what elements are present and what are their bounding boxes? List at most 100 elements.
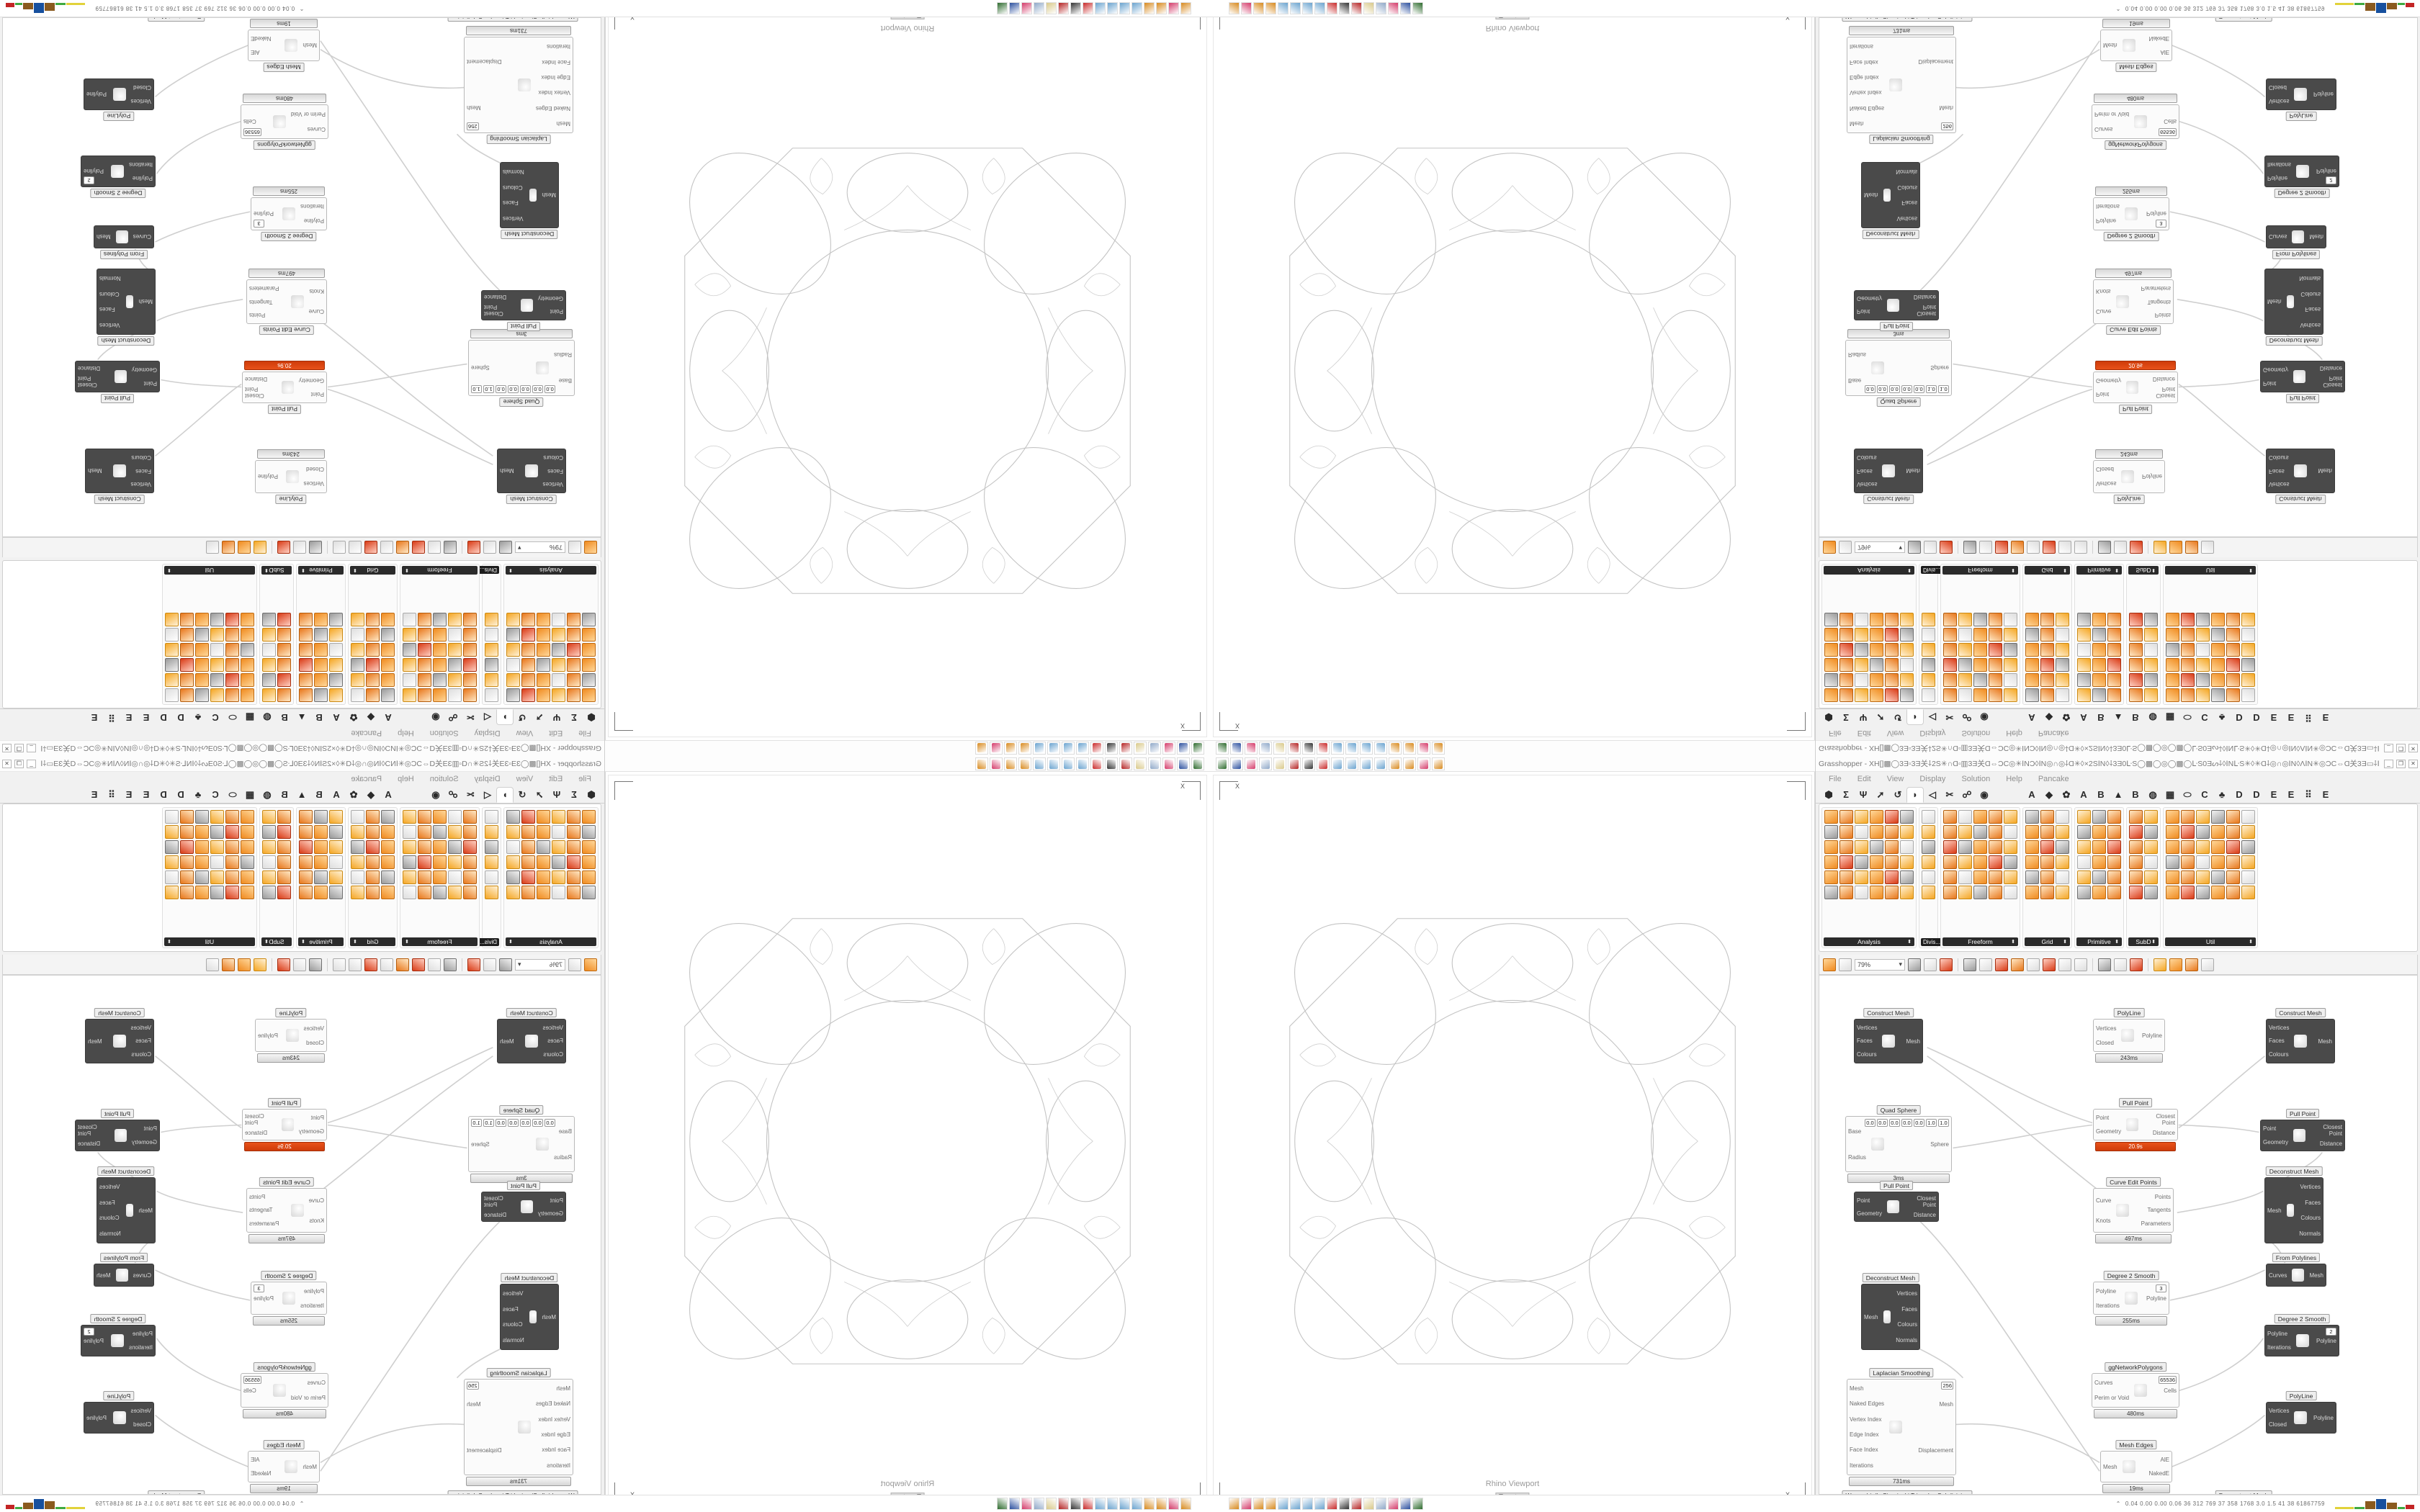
ribbon-group-label[interactable]: Grid ⬍ — [350, 937, 395, 946]
component-icon[interactable] — [180, 870, 194, 884]
palette-icon[interactable] — [1076, 757, 1089, 770]
component-icon[interactable] — [329, 643, 343, 657]
minimize-button[interactable]: _ — [27, 744, 36, 753]
component-icon[interactable] — [463, 688, 477, 702]
component-icon[interactable] — [2077, 628, 2091, 642]
ribbon-tab-6[interactable]: ◁ — [1929, 788, 1936, 800]
menu-bar[interactable]: File Edit View Display Solution Help Pancake — [0, 772, 604, 786]
ribbon-group-label[interactable]: Grid ⬍ — [2025, 937, 2070, 946]
ribbon-group-label[interactable]: SubD ⬍ — [2128, 566, 2159, 575]
shade-icon[interactable] — [1302, 757, 1315, 770]
component-icon[interactable] — [582, 886, 596, 899]
value-field[interactable]: 0.0 — [544, 1119, 555, 1127]
gha-assemblies-icon[interactable] — [1995, 958, 2008, 971]
component-icon[interactable] — [1824, 658, 1838, 672]
component-icon[interactable] — [2144, 855, 2158, 869]
component-caption[interactable]: Deconstruct Mesh — [2215, 17, 2272, 22]
component-icon[interactable] — [2181, 886, 2195, 899]
component-icon[interactable] — [1943, 613, 1957, 626]
output-port[interactable]: Points — [249, 1193, 266, 1200]
rhino-viewport[interactable]: X X — [1213, 775, 1812, 1508]
value-field[interactable]: 256 — [467, 1382, 479, 1390]
ribbon-tab-0[interactable]: ⬢ — [1824, 712, 1833, 724]
grasshopper-canvas[interactable]: Construct Mesh Vertices Faces Colours Mesh Po… — [1819, 975, 2418, 1495]
component-body[interactable]: Curve Knots Points Tangents Parameters — [2093, 279, 2174, 324]
component-icon[interactable] — [1885, 688, 1899, 702]
menu-item-pancake[interactable]: Pancake — [351, 775, 382, 783]
ribbon-group-label[interactable]: Freeform ⬍ — [1942, 937, 2018, 946]
ribbon-extra-tab-5[interactable]: ▲ — [2113, 789, 2123, 800]
component-caption[interactable]: From Polylines — [2272, 1253, 2321, 1262]
component-icon[interactable] — [448, 840, 462, 854]
ribbon-group-util[interactable]: Util ⬍ — [2163, 564, 2258, 705]
component-icon[interactable] — [448, 688, 462, 702]
component-icon[interactable] — [485, 855, 498, 869]
new-file-icon[interactable] — [1823, 541, 1836, 554]
open-icon[interactable] — [1216, 742, 1229, 755]
component-icon[interactable] — [2092, 810, 2106, 824]
ribbon-extra-tab-9[interactable]: ⬭ — [2183, 788, 2192, 800]
input-port[interactable]: Vertices — [303, 1025, 324, 1032]
component-caption[interactable]: From Polylines — [99, 1253, 148, 1262]
component-icon[interactable] — [299, 658, 313, 672]
component-icon[interactable] — [418, 628, 431, 642]
rhino-viewport[interactable]: X X — [608, 4, 1207, 737]
component-caption[interactable]: Pull Point — [268, 405, 301, 414]
gh-component-laplacian-smoothing-1[interactable]: Laplacian Smoothing Mesh Naked Edges Vertex… — [464, 26, 573, 144]
input-port[interactable]: Mesh — [302, 1463, 317, 1470]
component-body[interactable]: Point Geometry Closest Point Distance — [1854, 1192, 1939, 1222]
component-icon[interactable] — [195, 870, 209, 884]
component-icon[interactable] — [2129, 825, 2143, 839]
palette-icon[interactable] — [1345, 742, 1358, 755]
shade-icon[interactable] — [2098, 958, 2111, 971]
component-icon[interactable] — [2241, 810, 2255, 824]
component-icon[interactable] — [2040, 855, 2054, 869]
input-port[interactable]: Curve — [2096, 308, 2112, 315]
value-field[interactable]: 0.0 — [1914, 385, 1924, 393]
taskbar-expand-caret[interactable]: ⌃ — [299, 5, 305, 12]
menu-item-solution[interactable]: Solution — [429, 729, 459, 737]
menu-bar[interactable]: File Edit View Display Solution Help Pancake — [1816, 726, 2420, 740]
ribbon-group-primitive[interactable]: Primitive ⬍ — [296, 564, 346, 705]
input-port[interactable]: Naked Edges — [535, 1400, 570, 1408]
ribbon-group-label[interactable]: Grid ⬍ — [350, 566, 395, 575]
component-icon[interactable] — [165, 643, 179, 657]
component-caption[interactable]: Weaverbird's Sierpinski Triangles Subdiv… — [1842, 1490, 1973, 1494]
input-port[interactable]: Point — [143, 380, 157, 387]
output-port[interactable]: NakedE — [251, 35, 272, 42]
component-icon[interactable] — [1973, 628, 1987, 642]
component-icon[interactable] — [2004, 870, 2017, 884]
component-icon[interactable] — [2144, 810, 2158, 824]
component-icon[interactable] — [1973, 855, 1987, 869]
component-icon[interactable] — [1870, 840, 1883, 854]
input-port[interactable]: Point — [550, 308, 563, 315]
ribbon-group-primitive[interactable]: Primitive ⬍ — [2074, 807, 2124, 948]
shade-icon[interactable] — [309, 958, 322, 971]
component-icon[interactable] — [2144, 870, 2158, 884]
taskbar-icon[interactable] — [1156, 2, 1167, 14]
gh-component-from-polylines-1[interactable]: From Polylines Curves Mesh — [2266, 225, 2326, 259]
component-icon[interactable] — [2092, 870, 2106, 884]
component-icon[interactable] — [210, 810, 224, 824]
input-port[interactable]: Base — [558, 377, 572, 384]
component-icon[interactable] — [1885, 855, 1899, 869]
component-icon[interactable] — [2107, 673, 2121, 687]
gh-component-degree-2-smooth-2[interactable]: Degree 2 Smooth Polyline Iterations Polylin… — [81, 1314, 156, 1356]
component-body[interactable]: Vertices Closed Polyline — [84, 1402, 154, 1434]
value-field[interactable]: 0.0 — [1889, 1119, 1900, 1127]
ribbon-group-label[interactable]: Freeform ⬍ — [402, 937, 478, 946]
bake-icon[interactable] — [467, 958, 480, 971]
taskbar-icon[interactable] — [1119, 1498, 1130, 1510]
crosshair-icon[interactable] — [333, 958, 346, 971]
component-icon[interactable] — [2226, 613, 2240, 626]
component-icon[interactable] — [537, 628, 550, 642]
green-capsule-icon[interactable] — [2154, 541, 2166, 554]
taskbar-icon[interactable] — [1339, 1498, 1350, 1510]
component-caption[interactable]: Pull Point — [268, 1098, 301, 1107]
output-port[interactable]: Colours — [1897, 184, 1917, 191]
taskbar-icon[interactable] — [1314, 1498, 1325, 1510]
component-icon[interactable] — [1922, 643, 1935, 657]
component-icon[interactable] — [521, 613, 535, 626]
component-icon[interactable] — [180, 855, 194, 869]
component-icon[interactable] — [2241, 658, 2255, 672]
